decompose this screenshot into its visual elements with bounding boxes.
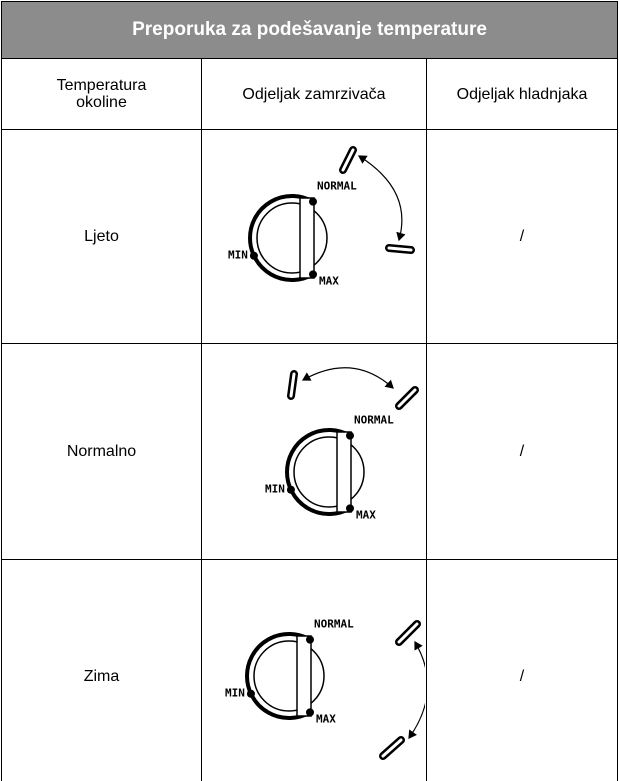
ambient-cell: Ljeto — [1, 129, 202, 344]
fridge-cell: / — [425, 559, 619, 781]
dial-label: NORMAL — [317, 180, 357, 193]
dial-arc — [245, 632, 311, 720]
dial-dot — [309, 197, 317, 206]
range-arrow — [408, 640, 429, 739]
knob — [293, 436, 365, 508]
dial-label: MIN — [265, 483, 285, 496]
dial: NORMAL MIN MAX — [225, 618, 429, 760]
fridge-cell: / — [425, 343, 619, 560]
pointer-inner — [381, 738, 403, 758]
dial-cell: NORMAL MIN MAX — [201, 129, 427, 344]
pointer-inner — [397, 388, 417, 408]
fridge-cell: / — [425, 129, 619, 344]
knob-grip — [336, 431, 352, 513]
dial-dot — [346, 504, 354, 513]
dial-label: NORMAL — [354, 414, 394, 427]
pointer-inner — [387, 246, 413, 252]
pointer-inner — [397, 622, 419, 644]
column-header: Temperatura okoline — [1, 58, 202, 130]
dial-dot — [306, 708, 314, 717]
dial: NORMAL MIN MAX — [228, 146, 415, 287]
dial-dot — [306, 635, 314, 644]
dial-dot — [346, 431, 354, 440]
dial-arc — [248, 194, 314, 282]
knob — [253, 640, 325, 712]
column-header: Odjeljak zamrzivača — [201, 58, 427, 130]
column-header: Odjeljak hladnjaka — [425, 58, 619, 130]
ambient-cell: Zima — [1, 559, 202, 781]
dial-arc — [285, 428, 351, 516]
dial-dot — [249, 251, 258, 260]
range-arrow — [301, 367, 394, 389]
dial-label: MAX — [319, 274, 339, 287]
range-arrow — [357, 155, 406, 242]
dial-label: MAX — [356, 508, 376, 521]
dial-cell: NORMAL MIN MAX — [201, 559, 429, 781]
dial-dot — [246, 689, 255, 698]
dial-label: MIN — [228, 249, 248, 262]
ambient-cell: Normalno — [1, 343, 202, 560]
dial-label: MAX — [316, 712, 336, 725]
table-title: Preporuka za podešavanje temperature — [0, 1, 619, 59]
knob-grip — [296, 635, 312, 717]
pointer-inner — [289, 372, 296, 398]
knob — [256, 202, 328, 274]
dial-cell: NORMAL MIN MAX — [201, 343, 427, 560]
dial-dot — [309, 270, 317, 279]
knob-grip — [299, 197, 315, 279]
dial-label: MIN — [225, 687, 245, 700]
dial-label: NORMAL — [314, 618, 354, 631]
dial: NORMAL MIN MAX — [265, 367, 419, 521]
dial-dot — [286, 485, 295, 494]
pointer-inner — [341, 148, 355, 172]
